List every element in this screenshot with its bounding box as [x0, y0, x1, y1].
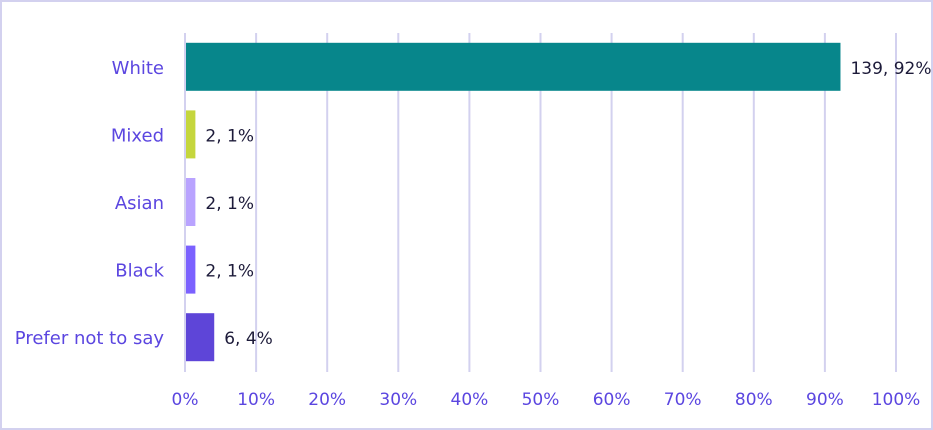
category-label: Mixed	[111, 125, 164, 146]
data-label: 6, 4%	[224, 329, 273, 349]
data-label: 139, 92%	[850, 59, 931, 79]
x-tick-label: 20%	[308, 390, 346, 410]
bar-mixed	[186, 110, 196, 159]
x-tick-label: 70%	[664, 390, 702, 410]
data-label: 2, 1%	[205, 126, 254, 146]
category-label: White	[112, 58, 164, 79]
x-tick-label: 10%	[237, 390, 275, 410]
bar-white	[186, 42, 841, 91]
bar-prefer-not-to-say	[186, 313, 215, 362]
x-tick-label: 90%	[806, 390, 844, 410]
x-tick-label: 0%	[172, 390, 199, 410]
x-tick-label: 30%	[379, 390, 417, 410]
bar-black	[186, 245, 196, 294]
x-tick-label: 100%	[872, 390, 921, 410]
category-label: Asian	[115, 193, 164, 214]
x-tick-label: 40%	[451, 390, 489, 410]
x-tick-label: 50%	[522, 390, 560, 410]
category-label: Black	[115, 261, 164, 282]
data-label: 2, 1%	[205, 262, 254, 282]
data-label: 2, 1%	[205, 194, 254, 214]
bar-asian	[186, 178, 196, 226]
x-tick-label: 60%	[593, 390, 631, 410]
category-label: Prefer not to say	[15, 328, 165, 349]
x-tick-label: 80%	[735, 390, 773, 410]
